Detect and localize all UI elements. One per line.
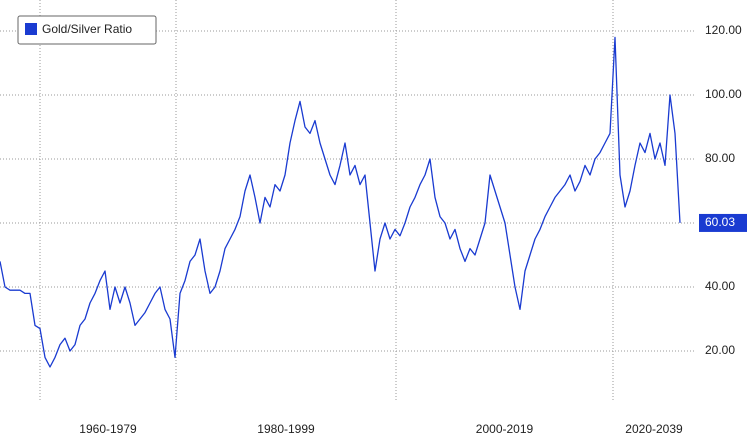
series-line [0, 36, 681, 368]
y-tick-label: 120.00 [705, 23, 742, 37]
x-tick-label: 1960-1979 [79, 422, 137, 436]
legend-label: Gold/Silver Ratio [42, 22, 132, 36]
last-value-label: 60.03 [705, 215, 735, 229]
legend-swatch [25, 23, 37, 35]
y-tick-label: 80.00 [705, 151, 735, 165]
legend: Gold/Silver Ratio [17, 15, 157, 45]
x-tick-label: 1980-1999 [257, 422, 315, 436]
y-tick-label: 20.00 [705, 343, 735, 357]
legend-box [17, 15, 157, 45]
y-tick-label: 100.00 [705, 87, 742, 101]
x-tick-label: 2000-2019 [476, 422, 534, 436]
x-tick-label: 2020-2039 [625, 422, 683, 436]
last-value-box [699, 213, 747, 232]
y-tick-label: 40.00 [705, 279, 735, 293]
